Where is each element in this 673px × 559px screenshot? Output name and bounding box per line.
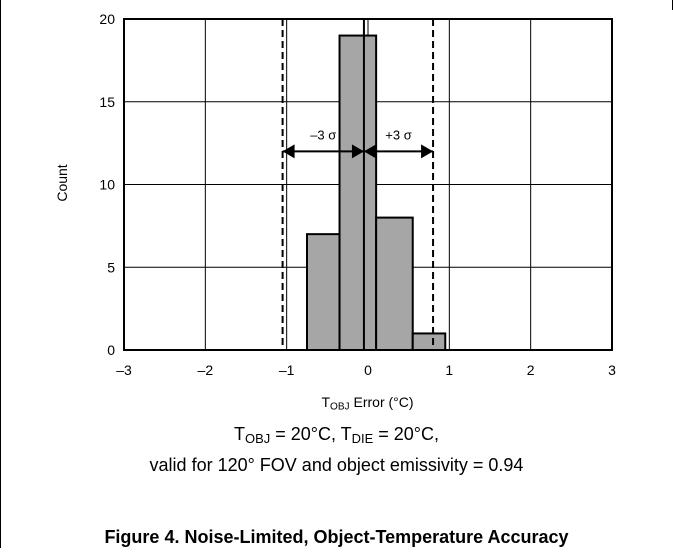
histogram-bar: [338, 34, 378, 352]
t-obj-value: = 20°C,: [270, 424, 341, 444]
x-tick-label: –1: [279, 362, 295, 378]
y-tick-label: 20: [99, 11, 115, 27]
arrowhead-left-outer: [282, 144, 295, 159]
t-die-subscript: DIE: [351, 431, 374, 447]
plus-3-sigma-label: +3 σ: [385, 127, 411, 142]
y-tick-label: 5: [107, 259, 115, 275]
axis-frame: [123, 18, 613, 351]
figure-caption: Figure 4. Noise-Limited, Object-Temperat…: [104, 527, 569, 547]
conditions-line-1: TOBJ = 20°C, TDIE = 20°C,: [0, 424, 673, 445]
y-axis-label: Count: [54, 164, 70, 201]
t-die-symbol: T: [340, 424, 352, 444]
histogram-bar: [411, 332, 447, 352]
y-tick-label: 15: [99, 94, 115, 110]
tick-labels: –3 –2 –1 0 1 2 3 0 5 10 15 20: [99, 11, 616, 378]
t-die-value: = 20°C,: [373, 424, 439, 444]
arrowhead-right-outer: [421, 144, 434, 159]
x-tick-label: –3: [116, 362, 132, 378]
x-axis-label-main: T: [321, 394, 330, 410]
y-tick-label: 0: [107, 342, 115, 358]
figure-frame-left: [0, 0, 1, 548]
reference-lines: [281, 19, 435, 350]
x-axis-label-rest: Error (°C): [349, 394, 414, 410]
x-tick-label: –2: [198, 362, 214, 378]
histogram-bar: [375, 216, 414, 351]
x-tick-label: 1: [445, 362, 453, 378]
t-obj-symbol: T: [234, 424, 246, 444]
x-tick-label: 0: [364, 362, 372, 378]
histogram-bar: [306, 233, 341, 351]
x-tick-label: 3: [608, 362, 616, 378]
conditions-line-2: valid for 120° FOV and object emissivity…: [149, 455, 524, 475]
x-tick-label: 2: [527, 362, 535, 378]
arrowhead-left-inner: [351, 144, 364, 159]
x-axis-label: TOBJ Error (°C): [0, 394, 673, 413]
arrowhead-right-inner: [363, 144, 376, 159]
y-tick-label: 10: [99, 177, 115, 193]
t-obj-subscript: OBJ: [245, 431, 271, 447]
sigma-annotations: –3 σ +3 σ: [282, 127, 434, 159]
x-axis-label-sub: OBJ: [330, 401, 350, 413]
bar-layer: [306, 34, 447, 352]
plot-area-border: [123, 18, 613, 351]
minus-3-sigma-label: –3 σ: [310, 127, 336, 142]
histogram-chart: –3 –2 –1 0 1 2 3 0 5 10 15 20 –3 σ +3 σ Count: [54, 11, 616, 378]
